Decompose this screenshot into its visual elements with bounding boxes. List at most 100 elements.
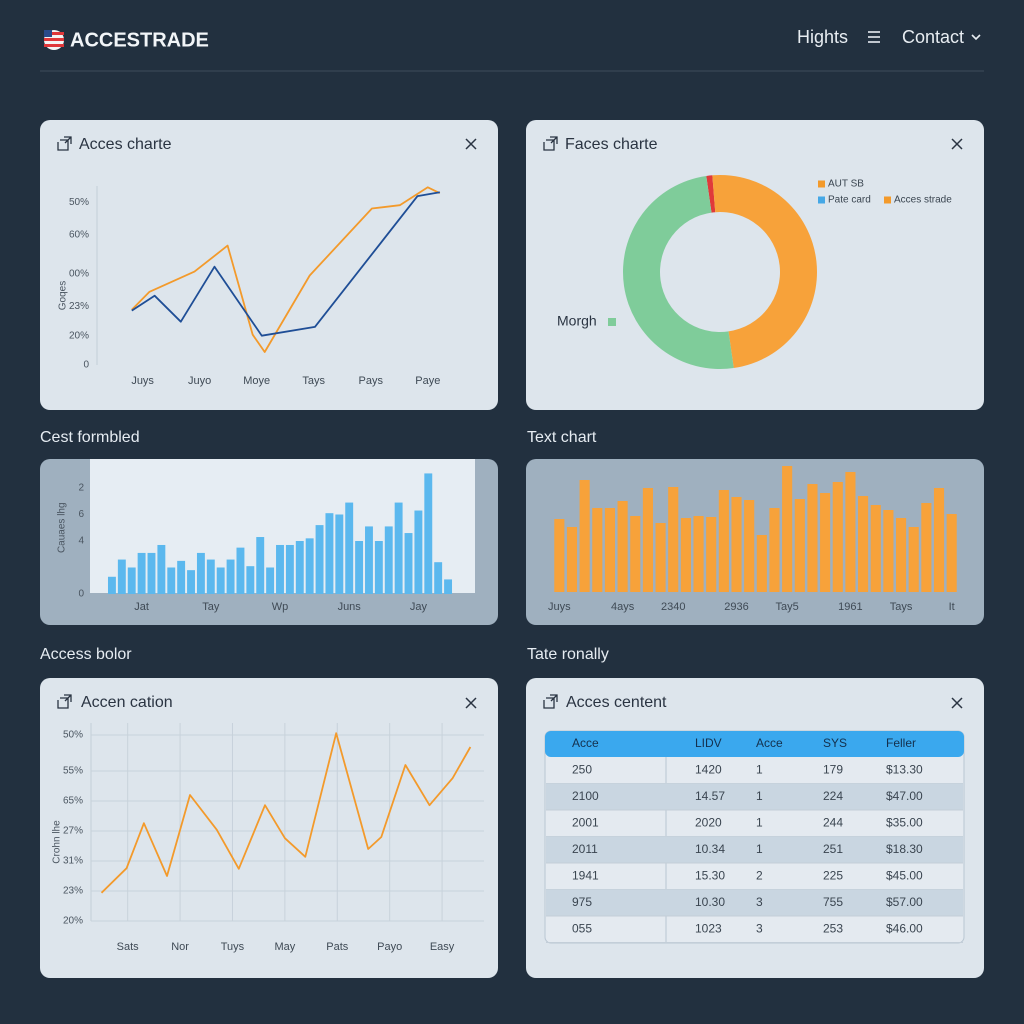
logo-stripe xyxy=(44,38,64,41)
slice-label-swatch xyxy=(608,318,616,326)
x-tick-label: Tuys xyxy=(221,941,245,953)
table-header-cell: Acce xyxy=(756,736,783,750)
bar xyxy=(434,562,443,594)
bar xyxy=(870,505,881,592)
bar xyxy=(295,541,304,594)
table-row-bg xyxy=(546,783,963,810)
table-cell: $35.00 xyxy=(886,816,923,830)
x-tick-label: Tay5 xyxy=(776,601,799,613)
table-cell: 225 xyxy=(823,869,843,883)
y-tick-label: 00% xyxy=(69,269,89,280)
x-tick-label: Jay xyxy=(410,601,428,613)
bar xyxy=(921,503,932,592)
bar xyxy=(216,567,225,594)
bar xyxy=(832,482,843,592)
bar xyxy=(276,544,284,594)
panel xyxy=(40,120,498,410)
x-tick-label: Pays xyxy=(359,375,384,387)
bar xyxy=(769,508,780,592)
table-cell: $57.00 xyxy=(886,895,923,909)
bar xyxy=(794,499,805,592)
legend-swatch xyxy=(818,180,825,188)
table-cell: $47.00 xyxy=(886,789,923,803)
table-cell: 1 xyxy=(756,816,763,830)
close-button[interactable] xyxy=(465,697,477,709)
bar xyxy=(206,559,215,594)
table-cell: 3 xyxy=(756,922,763,936)
chevron xyxy=(971,34,981,41)
y-tick-label: 20% xyxy=(69,330,89,341)
x-tick-label: Juyo xyxy=(188,375,211,387)
y-tick-label: 20% xyxy=(63,916,83,927)
y-tick-label: 6 xyxy=(78,509,84,520)
table-header-cell: LIDV xyxy=(695,736,722,750)
table-cell: 755 xyxy=(823,895,843,909)
x-tick-label: 2936 xyxy=(724,601,748,613)
y-tick-label: 65% xyxy=(63,796,83,807)
bar xyxy=(157,544,166,594)
bar xyxy=(335,514,344,594)
close-button[interactable] xyxy=(465,138,477,150)
panel-icon xyxy=(57,694,72,709)
table-cell: 1 xyxy=(756,842,763,856)
bar xyxy=(355,541,364,594)
bar xyxy=(394,502,403,594)
x-tick-label: Paye xyxy=(415,375,440,387)
table-cell: $46.00 xyxy=(886,922,923,936)
bar xyxy=(566,527,578,592)
panel-header: Faces charte xyxy=(543,136,963,153)
bar xyxy=(256,537,265,594)
close-button[interactable] xyxy=(951,697,963,709)
logo-canton xyxy=(44,30,52,37)
legend-swatch xyxy=(818,196,825,204)
bar xyxy=(604,508,616,592)
bar xyxy=(693,516,704,592)
nav-link[interactable]: Contact xyxy=(902,27,964,47)
table-cell: 1941 xyxy=(572,869,599,883)
table-cell: 2020 xyxy=(695,816,722,830)
bar xyxy=(933,488,945,592)
x-tick-label: It xyxy=(949,601,955,613)
y-tick-label: 50% xyxy=(63,730,83,741)
x-tick-label: Jat xyxy=(134,601,149,613)
x-tick-label: May xyxy=(274,941,295,953)
bar xyxy=(718,490,729,592)
header: ACCESTRADE Hights Contact xyxy=(40,27,984,72)
x-tick-label: Tays xyxy=(890,601,913,613)
bar xyxy=(285,544,294,594)
bar xyxy=(706,517,717,592)
donut-slice xyxy=(622,175,734,370)
y-tick-label: 0 xyxy=(78,589,84,600)
y-tick-label: 2 xyxy=(78,483,84,494)
table-cell: 250 xyxy=(572,763,592,777)
x-tick-label: 1961 xyxy=(838,601,862,613)
menu-icon[interactable] xyxy=(868,31,880,43)
table-cell: 055 xyxy=(572,922,592,936)
bar xyxy=(908,527,919,592)
panel-title: Acces centent xyxy=(566,694,667,711)
table-cell: 2100 xyxy=(572,789,599,803)
bar xyxy=(946,514,957,592)
legend-label: AUT SB xyxy=(828,179,864,190)
table-cell: 2011 xyxy=(572,842,598,856)
table-cell: 1420 xyxy=(695,763,722,777)
panel-icon xyxy=(57,136,72,151)
section-label: Tate ronally xyxy=(527,646,609,663)
x-tick-label: Pats xyxy=(326,941,349,953)
section-label: Cest formbled xyxy=(40,429,140,446)
bar xyxy=(167,567,176,594)
bar xyxy=(384,526,393,594)
table-cell: 1023 xyxy=(695,922,722,936)
close-button[interactable] xyxy=(951,138,963,150)
table-cell: $18.30 xyxy=(886,842,923,856)
x-tick-label: Easy xyxy=(430,941,455,953)
table-header-cell: SYS xyxy=(823,736,847,750)
nav-link[interactable]: Hights xyxy=(797,27,848,47)
section-label: Access bolor xyxy=(40,646,132,663)
panel-title: Acces charte xyxy=(79,136,172,153)
line-series xyxy=(131,191,440,337)
bar xyxy=(404,533,413,594)
table-cell: 10.30 xyxy=(695,895,725,909)
bar xyxy=(117,559,126,594)
